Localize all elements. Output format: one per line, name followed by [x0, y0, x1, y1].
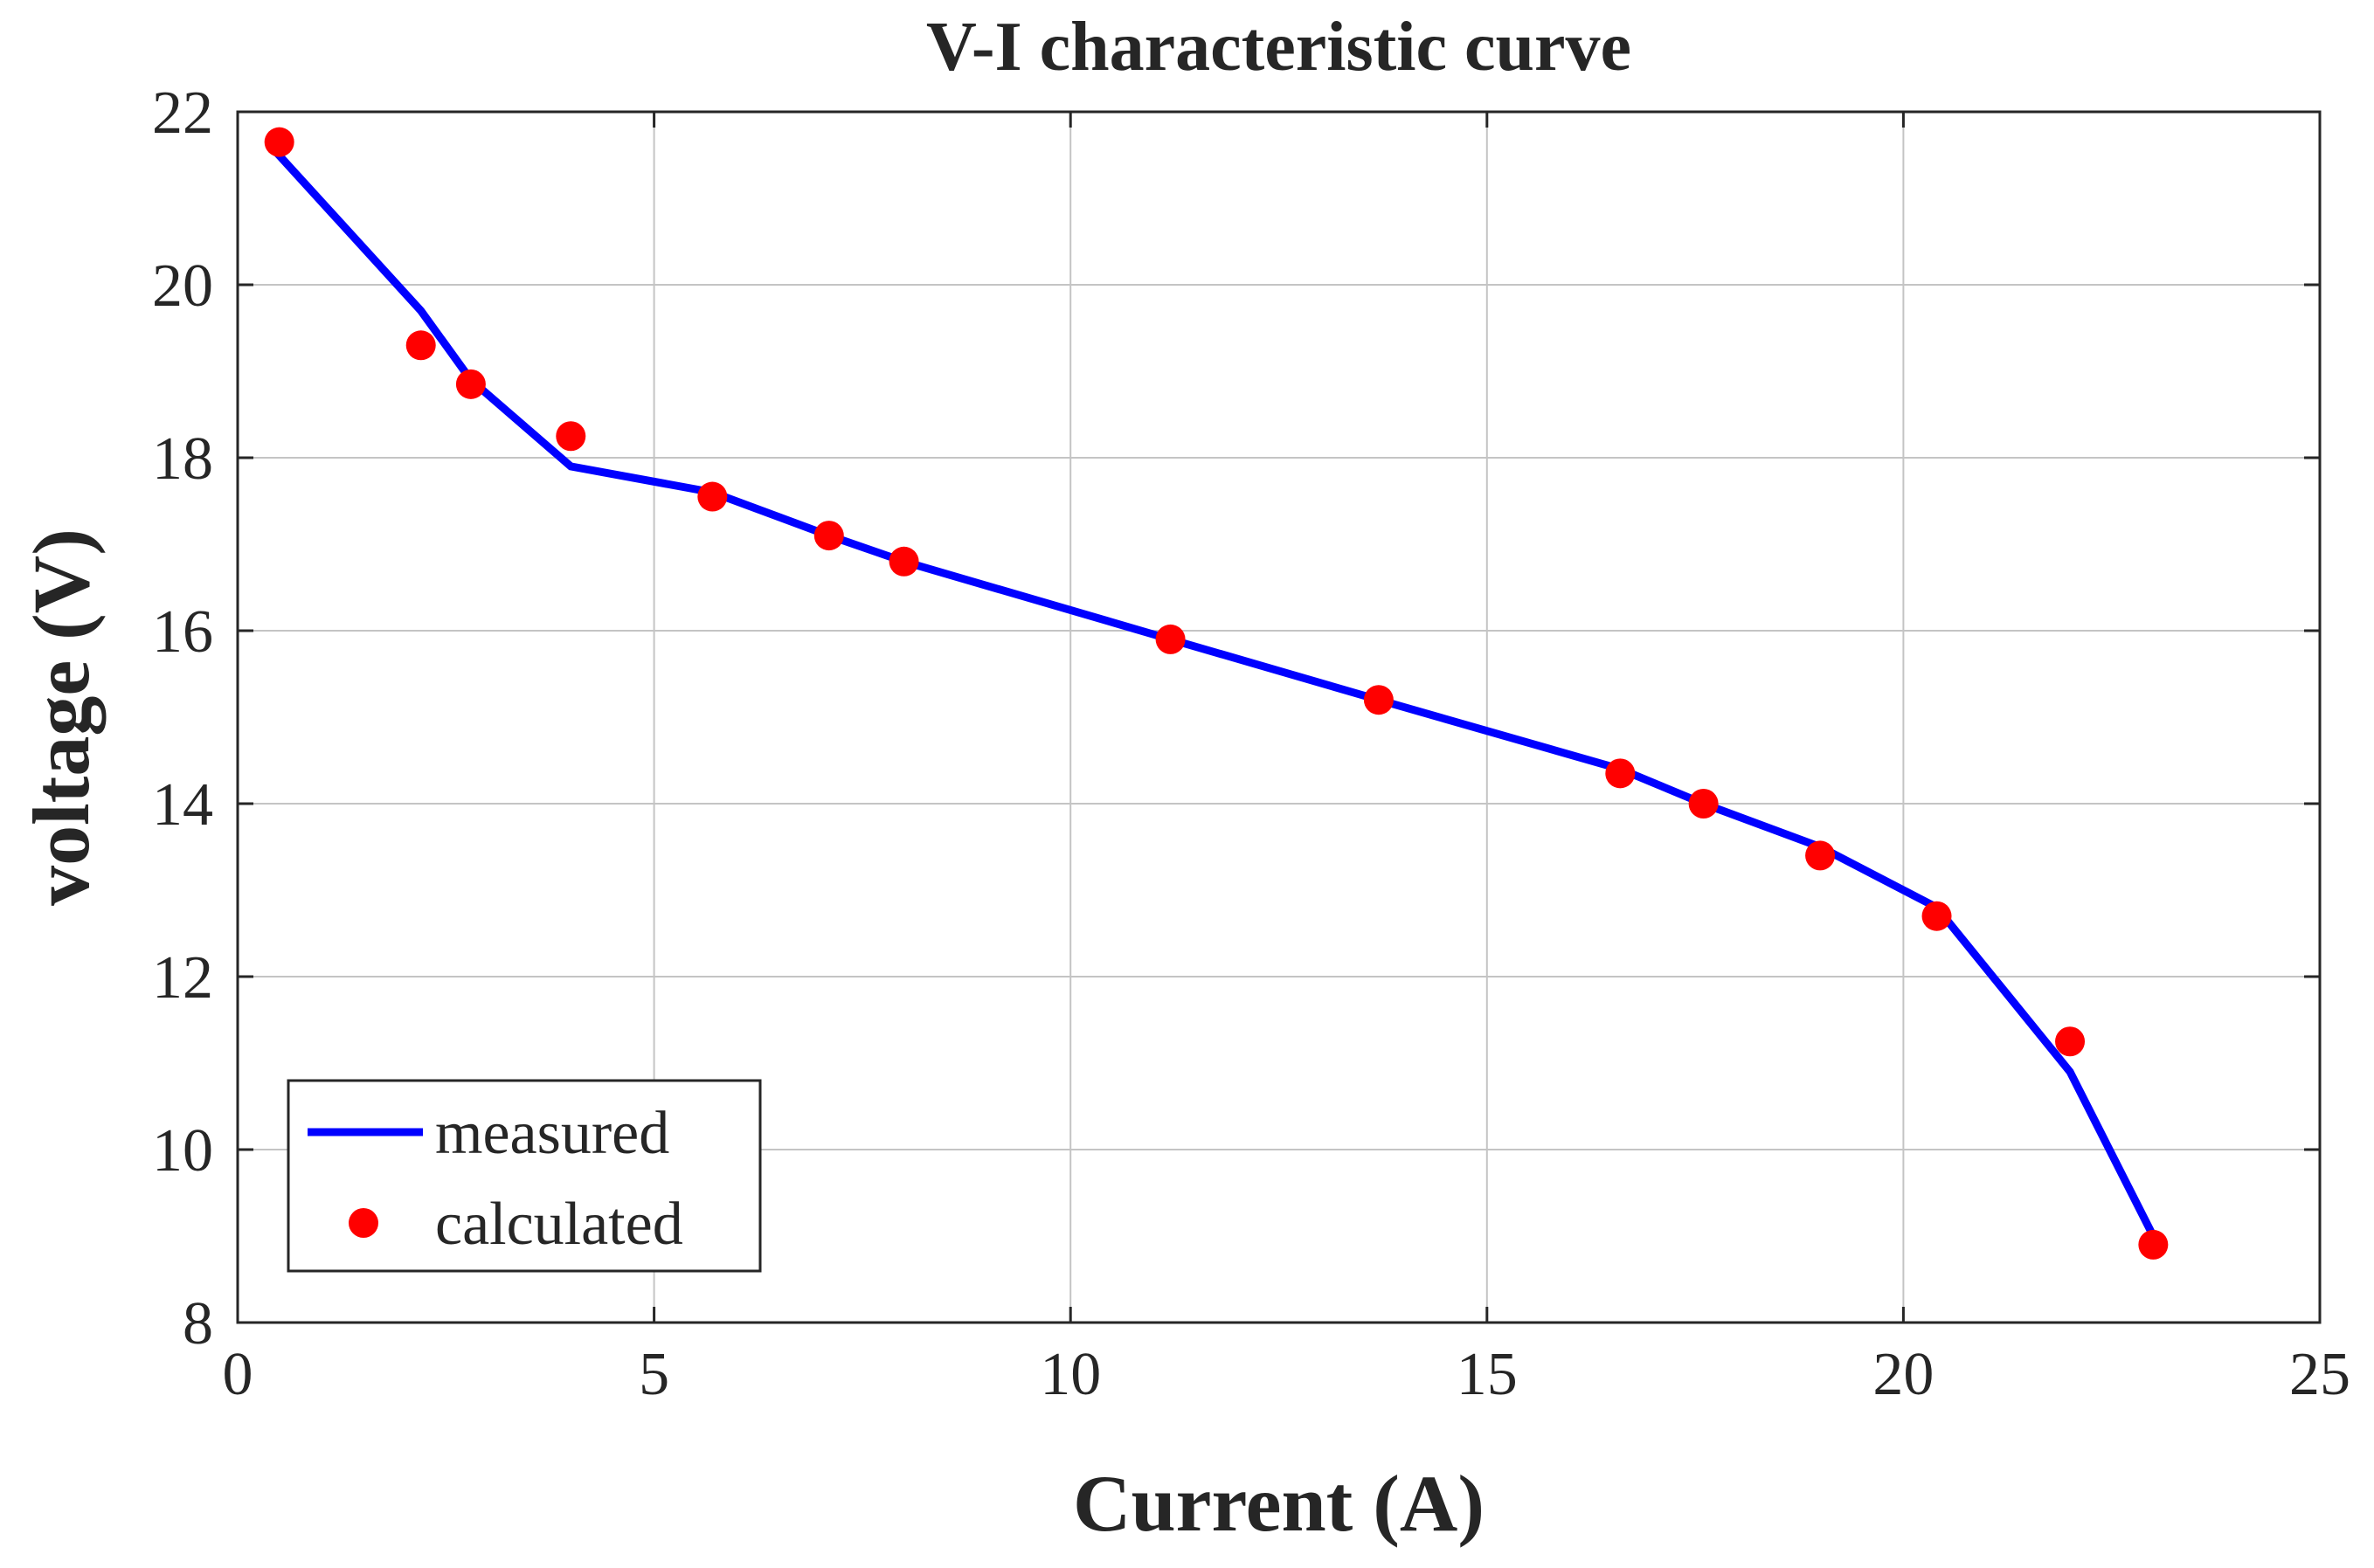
- y-tick-label: 20: [152, 252, 213, 320]
- x-tick-label: 0: [223, 1341, 253, 1408]
- plot-frame: [236, 110, 2322, 1324]
- legend-calculated-label: calculated: [435, 1191, 683, 1258]
- y-tick-label: 18: [152, 425, 213, 493]
- series-calculated-point: [1155, 624, 1186, 654]
- series-calculated-point: [697, 481, 728, 512]
- series-calculated-point: [889, 546, 919, 577]
- y-tick-label: 16: [152, 598, 213, 666]
- x-tick-label: 25: [2289, 1341, 2350, 1408]
- series-calculated-point: [1605, 758, 1636, 789]
- series-calculated-point: [455, 369, 486, 399]
- y-tick-label: 10: [152, 1117, 213, 1185]
- ticks: 0 5 10 15 20 25 8 10 12 14 16 18 20 22: [152, 79, 2350, 1408]
- series-calculated-point: [813, 521, 844, 551]
- x-axis-label: Current (A): [1073, 1459, 1485, 1548]
- chart-title: V-I characteristic curve: [926, 9, 1631, 86]
- series-calculated-point: [2055, 1026, 2086, 1057]
- series-calculated-point: [1805, 840, 1836, 871]
- series-calculated-point: [1921, 901, 1952, 931]
- y-tick-label: 14: [152, 771, 213, 839]
- x-tick-label: 15: [1457, 1341, 1518, 1408]
- x-tick-label: 10: [1040, 1341, 1101, 1408]
- series-calculated-point: [1688, 789, 1719, 819]
- series-calculated-point: [405, 330, 436, 361]
- y-tick-label: 22: [152, 79, 213, 147]
- legend-box: [287, 1079, 762, 1273]
- y-tick-label: 8: [183, 1290, 213, 1357]
- legend: measured calculated: [287, 1079, 762, 1273]
- series: [264, 127, 2169, 1260]
- series-calculated-point: [264, 127, 294, 157]
- grid: [238, 112, 2320, 1323]
- y-axis-label: voltage (V): [17, 528, 106, 906]
- legend-measured-label: measured: [435, 1100, 669, 1167]
- y-tick-label: 12: [152, 944, 213, 1012]
- series-calculated-point: [2138, 1229, 2169, 1260]
- x-tick-label: 5: [639, 1341, 669, 1408]
- legend-calculated-marker-icon: [349, 1208, 378, 1238]
- x-tick-label: 20: [1872, 1341, 1934, 1408]
- series-calculated-point: [556, 421, 586, 452]
- series-calculated-point: [1363, 685, 1394, 715]
